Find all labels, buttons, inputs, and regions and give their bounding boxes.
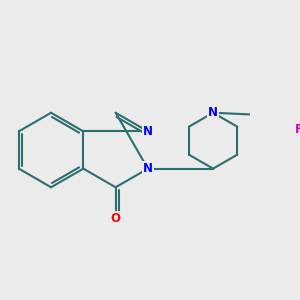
Text: N: N: [143, 125, 153, 138]
Text: F: F: [295, 123, 300, 136]
Text: N: N: [143, 162, 153, 175]
Text: O: O: [111, 212, 121, 225]
Text: N: N: [208, 106, 218, 119]
